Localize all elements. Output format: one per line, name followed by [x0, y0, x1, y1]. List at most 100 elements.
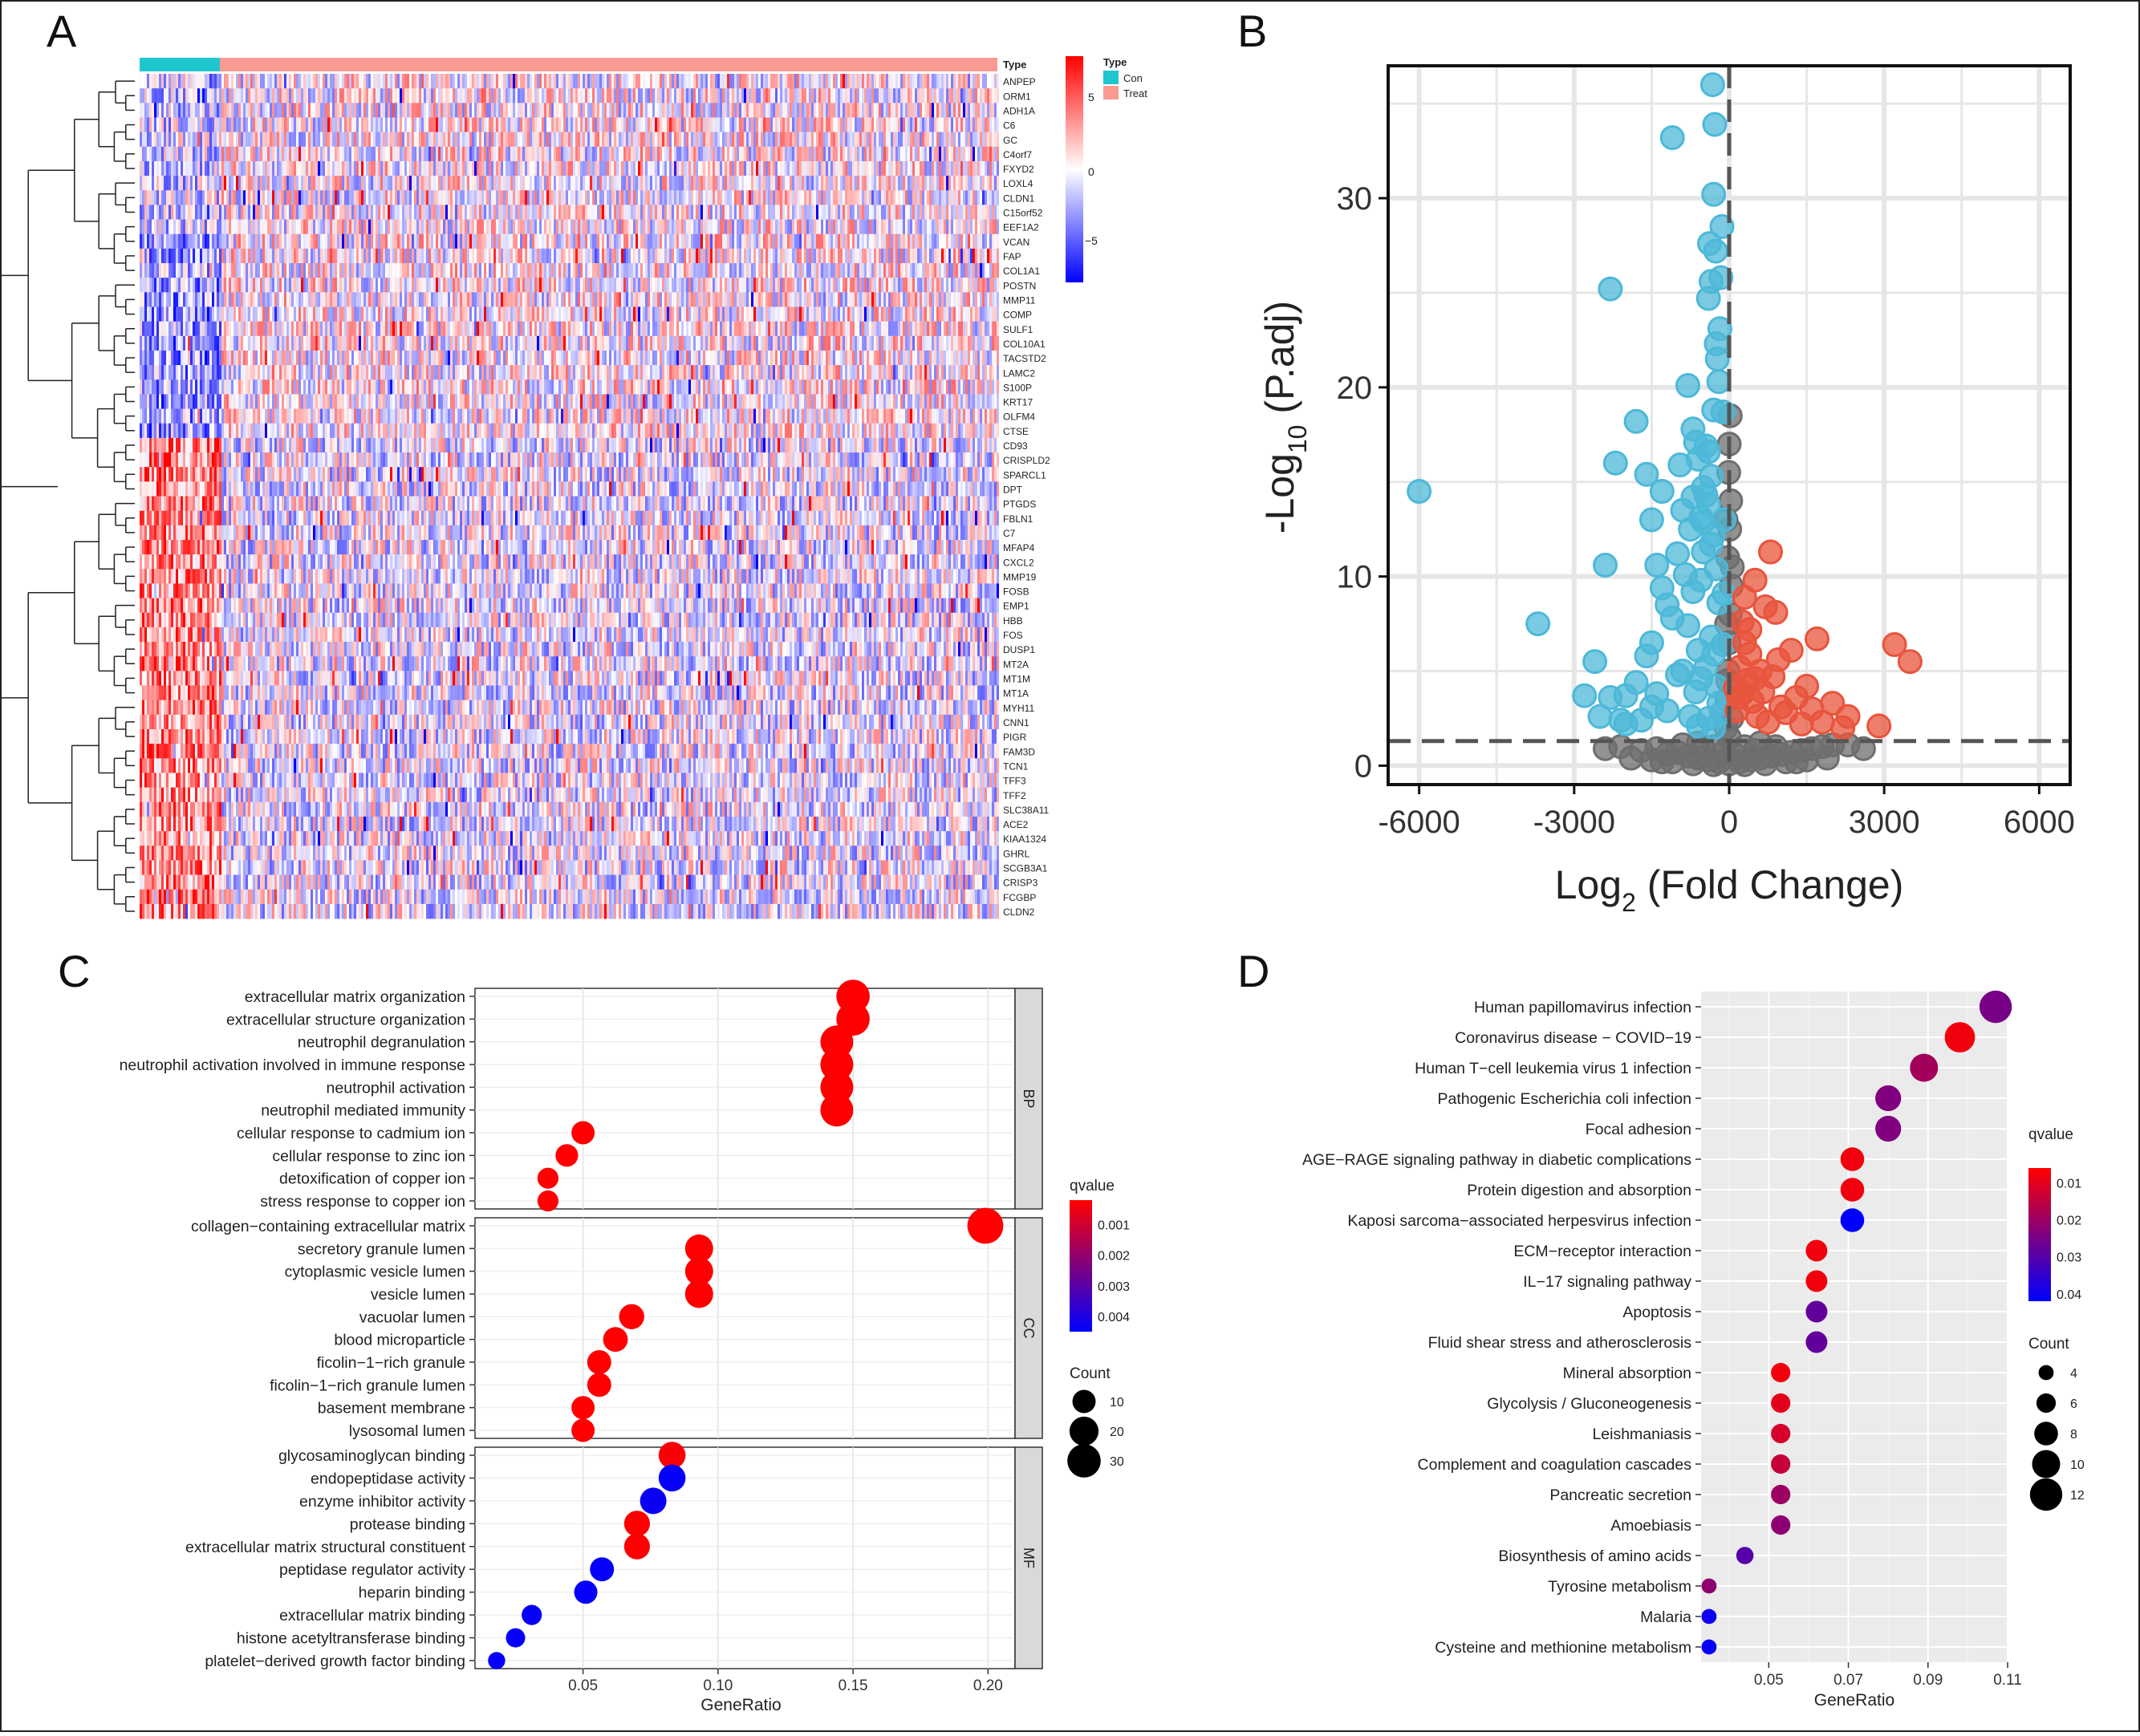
heatmap-cell [700, 205, 703, 220]
heatmap-cell [956, 88, 958, 103]
heatmap-cell [313, 132, 315, 148]
heatmap-cell [855, 88, 857, 103]
heatmap-cell [214, 249, 217, 264]
heatmap-cell [477, 234, 479, 249]
heatmap-cell [614, 147, 616, 162]
heatmap-cell [159, 220, 161, 235]
heatmap-cell [520, 190, 522, 205]
heatmap-cell [462, 132, 465, 148]
heatmap-cell [303, 190, 306, 205]
heatmap-cell [852, 205, 855, 220]
heatmap-cell [727, 205, 729, 220]
heatmap-cell [448, 176, 450, 191]
heatmap-cell [787, 220, 790, 235]
heatmap-cell [214, 88, 217, 103]
heatmap-cell [727, 88, 729, 103]
heatmap-cell [621, 234, 623, 249]
heatmap-cell [756, 190, 758, 205]
heatmap-cell [585, 88, 587, 103]
heatmap-cell [436, 74, 438, 89]
heatmap-cell [402, 147, 404, 162]
heatmap-cell [142, 220, 144, 235]
heatmap-cell [390, 147, 392, 162]
heatmap-cell [900, 249, 903, 264]
heatmap-cell [383, 234, 385, 249]
heatmap-cell [773, 249, 775, 264]
heatmap-cell [826, 249, 828, 264]
heatmap-cell [243, 234, 246, 249]
heatmap-cell [274, 74, 277, 89]
heatmap-cell [900, 132, 903, 148]
heatmap-cell [970, 176, 973, 191]
heatmap-cell [231, 263, 233, 278]
heatmap-cell [342, 74, 344, 89]
heatmap-cell [833, 220, 835, 235]
heatmap-cell [330, 190, 332, 205]
heatmap-cell [356, 117, 359, 132]
heatmap-cell [284, 88, 286, 103]
heatmap-cell [994, 176, 997, 191]
heatmap-cell [850, 205, 852, 220]
heatmap-cell [744, 176, 746, 191]
heatmap-cell [833, 161, 835, 176]
heatmap-cell [775, 117, 778, 132]
heatmap-cell [238, 74, 241, 89]
heatmap-cell [212, 147, 214, 162]
heatmap-cell [496, 263, 498, 278]
heatmap-cell [953, 132, 956, 148]
heatmap-cell [243, 205, 246, 220]
heatmap-cell [710, 88, 713, 103]
heatmap-cell [920, 161, 922, 176]
heatmap-cell [876, 103, 879, 118]
heatmap-cell [802, 249, 804, 264]
heatmap-cell [195, 103, 197, 118]
heatmap-cell [703, 176, 705, 191]
heatmap-cell [583, 88, 585, 103]
heatmap-cell [679, 249, 681, 264]
heatmap-cell [886, 88, 888, 103]
heatmap-cell [510, 220, 513, 235]
heatmap-cell [149, 74, 152, 89]
heatmap-cell [197, 249, 200, 264]
heatmap-cell [910, 147, 912, 162]
heatmap-cell [238, 117, 241, 132]
heatmap-cell [176, 132, 178, 148]
heatmap-cell [465, 117, 467, 132]
heatmap-cell [178, 147, 181, 162]
heatmap-cell [472, 176, 474, 191]
heatmap-cell [900, 74, 903, 89]
heatmap-cell [628, 176, 631, 191]
heatmap-cell [816, 205, 818, 220]
heatmap-cell [359, 205, 361, 220]
heatmap-cell [684, 147, 686, 162]
heatmap-cell [428, 220, 431, 235]
heatmap-cell [455, 220, 457, 235]
heatmap-cell [233, 263, 236, 278]
heatmap-cell [857, 88, 859, 103]
heatmap-cell [212, 161, 214, 176]
heatmap-cell [318, 103, 320, 118]
heatmap-cell [486, 220, 489, 235]
heatmap-cell [284, 220, 286, 235]
heatmap-cell [561, 161, 563, 176]
heatmap-cell [809, 88, 811, 103]
heatmap-cell [467, 190, 469, 205]
heatmap-cell [361, 74, 363, 89]
heatmap-cell [376, 263, 378, 278]
heatmap-cell [806, 132, 809, 148]
heatmap-cell [833, 249, 835, 264]
heatmap-cell [200, 103, 202, 118]
heatmap-cell [397, 103, 400, 118]
heatmap-cell [395, 103, 397, 118]
heatmap-cell [951, 117, 953, 132]
heatmap-cell [571, 190, 573, 205]
heatmap-cell [934, 117, 936, 132]
heatmap-cell [874, 74, 876, 89]
heatmap-cell [181, 190, 183, 205]
heatmap-cell [164, 176, 166, 191]
heatmap-cell [987, 190, 989, 205]
heatmap-cell [169, 205, 171, 220]
heatmap-cell [546, 220, 549, 235]
heatmap-cell [568, 132, 571, 148]
heatmap-cell [515, 249, 518, 264]
